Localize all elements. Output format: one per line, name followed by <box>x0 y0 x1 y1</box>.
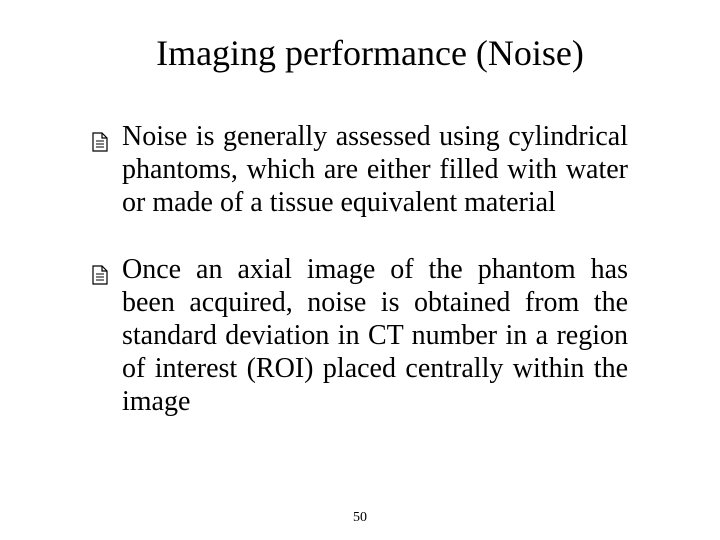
page-number: 50 <box>0 510 720 526</box>
list-item: Once an axial image of the phantom has b… <box>92 253 628 418</box>
bullet-text: Once an axial image of the phantom has b… <box>122 253 628 418</box>
slide-title: Imaging performance (Noise) <box>100 32 640 74</box>
bullet-list: Noise is generally assessed using cylind… <box>60 120 660 418</box>
list-item: Noise is generally assessed using cylind… <box>92 120 628 219</box>
document-icon <box>92 260 108 280</box>
slide-container: Imaging performance (Noise) Noise is gen… <box>0 0 720 540</box>
bullet-text: Noise is generally assessed using cylind… <box>122 120 628 219</box>
document-icon <box>92 127 108 147</box>
